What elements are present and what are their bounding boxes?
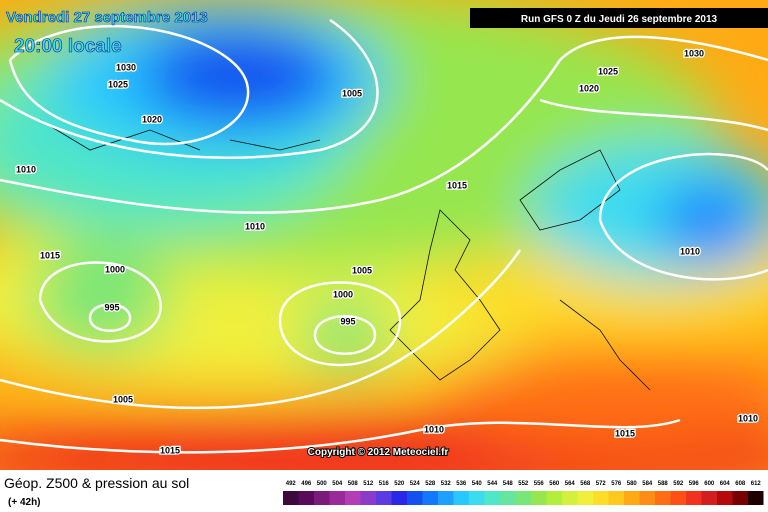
scale-swatch <box>407 491 423 505</box>
scale-swatch <box>670 491 686 505</box>
footer-title: Géop. Z500 & pression au sol <box>4 475 189 491</box>
scale-swatch <box>593 491 609 505</box>
scale-label: 556 <box>534 481 545 487</box>
isobar-label: 1010 <box>424 424 444 434</box>
isobar-label: 1010 <box>680 246 700 256</box>
scale-swatch <box>608 491 624 505</box>
scale-swatch <box>422 491 438 505</box>
scale-label: 520 <box>394 481 405 487</box>
scale-label: 532 <box>441 481 452 487</box>
scale-label: 604 <box>720 481 731 487</box>
scale-swatch <box>562 491 578 505</box>
isobar-label: 1010 <box>245 221 265 231</box>
scale-label: 612 <box>751 481 762 487</box>
scale-swatch <box>484 491 500 505</box>
scale-swatch <box>469 491 485 505</box>
isobar-label: 1025 <box>598 66 618 76</box>
isobar-label: 1015 <box>160 445 180 455</box>
scale-swatch <box>329 491 345 505</box>
isobar-label: 1030 <box>684 48 704 58</box>
scale-label: 572 <box>596 481 607 487</box>
isobar-label: 1030 <box>116 62 136 72</box>
scale-label: 512 <box>363 481 374 487</box>
scale-label: 516 <box>379 481 390 487</box>
isobar-label: 1020 <box>579 83 599 93</box>
scale-label: 600 <box>704 481 715 487</box>
isobar-label: 1025 <box>108 79 128 89</box>
scale-label: 552 <box>518 481 529 487</box>
run-box <box>470 8 768 28</box>
scale-label: 528 <box>425 481 436 487</box>
isobar-label: 1010 <box>738 413 758 423</box>
scale-label: 560 <box>549 481 560 487</box>
scale-swatch <box>391 491 407 505</box>
isobar-label: 1010 <box>16 164 36 174</box>
isobars <box>0 18 768 454</box>
scale-label: 504 <box>332 481 343 487</box>
scale-swatch <box>531 491 547 505</box>
scale-swatch <box>298 491 314 505</box>
scale-label: 608 <box>735 481 746 487</box>
scale-label: 592 <box>673 481 684 487</box>
scale-label: 540 <box>472 481 483 487</box>
scale-swatch <box>345 491 361 505</box>
date: Vendredi 27 septembre 2013 <box>6 9 208 26</box>
scale-swatch <box>500 491 516 505</box>
scale-swatch <box>639 491 655 505</box>
scale-swatch <box>732 491 748 505</box>
scale-label: 596 <box>689 481 700 487</box>
scale-swatch <box>655 491 671 505</box>
time: 20:00 locale <box>14 36 122 57</box>
scale-swatch <box>701 491 717 505</box>
isobar-label: 1015 <box>40 250 60 260</box>
isobar-label: 1005 <box>113 394 133 404</box>
isobar-label: 1015 <box>615 428 635 438</box>
scale-label: 580 <box>627 481 638 487</box>
footer-lead: (+ 42h) <box>8 497 41 508</box>
scale-label: 584 <box>642 481 653 487</box>
run: Run GFS 0 Z du Jeudi 26 septembre 2013 <box>521 14 718 25</box>
isobar-label: 1005 <box>352 265 372 275</box>
scale-swatch <box>546 491 562 505</box>
isobar-label: 1005 <box>342 88 362 98</box>
scale-label: 564 <box>565 481 576 487</box>
isobar-label: 1000 <box>105 264 125 274</box>
scale-label: 576 <box>611 481 622 487</box>
isobar-label: 995 <box>340 316 355 326</box>
scale-swatch <box>717 491 733 505</box>
scale-label: 492 <box>286 481 297 487</box>
scale-label: 508 <box>348 481 359 487</box>
scale-swatch <box>624 491 640 505</box>
scale-label: 496 <box>301 481 312 487</box>
isobar-label: 995 <box>104 302 119 312</box>
scale-swatch <box>577 491 593 505</box>
scale-label: 536 <box>456 481 467 487</box>
scale-swatch <box>453 491 469 505</box>
isobar-label: 1015 <box>447 180 467 190</box>
scale-label: 568 <box>580 481 591 487</box>
scale-label: 588 <box>658 481 669 487</box>
scale-swatch <box>314 491 330 505</box>
scale-swatch <box>748 491 764 505</box>
scale-swatch <box>686 491 702 505</box>
scale-label: 524 <box>410 481 421 487</box>
scale-swatch <box>376 491 392 505</box>
isobar-label: 1020 <box>142 114 162 124</box>
scale-swatch <box>360 491 376 505</box>
scale-swatch <box>438 491 454 505</box>
isobar-label: 1000 <box>333 289 353 299</box>
scale-label: 544 <box>487 481 498 487</box>
scale-label: 548 <box>503 481 514 487</box>
copyright: Copyright © 2012 Meteociel.fr <box>308 447 449 458</box>
scale-swatch <box>283 491 299 505</box>
scale-label: 500 <box>317 481 328 487</box>
scale-swatch <box>515 491 531 505</box>
